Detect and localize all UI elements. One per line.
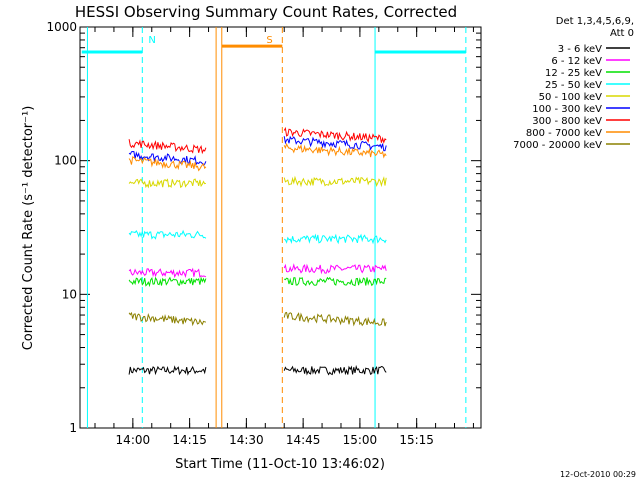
- legend-entry-label: 3 - 6 keV: [558, 44, 602, 55]
- series-line-25-50keV: [128, 229, 207, 240]
- y-tick-label: 1000: [46, 20, 77, 34]
- legend-entry-label: 50 - 100 keV: [539, 92, 603, 103]
- series-line-100-300keV: [283, 135, 387, 152]
- x-axis-label: Start Time (11-Oct-10 13:46:02): [175, 457, 385, 472]
- series-line-800-7000keV: [128, 156, 207, 172]
- legend-entry-label: 7000 - 20000 keV: [513, 140, 602, 151]
- flag-label: S: [266, 35, 272, 46]
- series-line-7000-20000keV: [283, 311, 387, 327]
- legend-entry-label: 25 - 50 keV: [545, 80, 602, 91]
- x-tick-label: 15:15: [399, 433, 434, 447]
- series-line-3-6keV: [283, 364, 387, 376]
- series-line-12-25keV: [284, 276, 387, 287]
- flag-label: N: [148, 35, 155, 46]
- timestamp: 12-Oct-2010 00:29: [560, 470, 636, 479]
- series-line-50-100keV: [283, 175, 387, 188]
- legend-entry-label: 300 - 800 keV: [532, 116, 602, 127]
- chart-title: HESSI Observing Summary Count Rates, Cor…: [75, 3, 457, 21]
- series-line-3-6keV: [128, 365, 207, 376]
- legend-entry-label: 12 - 25 keV: [545, 68, 602, 79]
- series-line-25-50keV: [283, 233, 387, 245]
- series-line-6-12keV: [283, 263, 387, 275]
- legend-header: Det 1,3,4,5,6,9,: [556, 16, 634, 27]
- series-line-800-7000keV: [283, 142, 387, 159]
- legend-entry-label: 6 - 12 keV: [551, 56, 602, 67]
- series-line-50-100keV: [128, 178, 207, 189]
- x-tick-label: 14:45: [286, 433, 321, 447]
- series-line-7000-20000keV: [128, 311, 207, 327]
- plot-frame: [79, 26, 482, 429]
- y-tick-label: 1: [69, 421, 77, 435]
- legend-entry-label: 100 - 300 keV: [532, 104, 602, 115]
- series-line-6-12keV: [128, 267, 207, 279]
- x-tick-label: 14:15: [172, 433, 207, 447]
- x-tick-label: 15:00: [343, 433, 378, 447]
- series-line-300-800keV: [128, 139, 207, 155]
- series-line-100-300keV: [128, 150, 207, 166]
- y-axis-label: Corrected Count Rate (s⁻¹ detector⁻¹): [21, 106, 36, 351]
- y-tick-label: 10: [62, 287, 77, 301]
- plot-area: 1 10 100 1000 14:00 14:15 14:30 14:45 15:00 15:15…: [46, 20, 482, 447]
- series-line-300-800keV: [283, 126, 387, 145]
- series-line-12-25keV: [128, 276, 207, 288]
- x-tick-label: 14:00: [116, 433, 151, 447]
- x-tick-label: 14:30: [229, 433, 264, 447]
- legend-header: Att 0: [610, 28, 634, 39]
- y-tick-label: 100: [54, 154, 77, 168]
- legend-entry-label: 800 - 7000 keV: [526, 128, 602, 139]
